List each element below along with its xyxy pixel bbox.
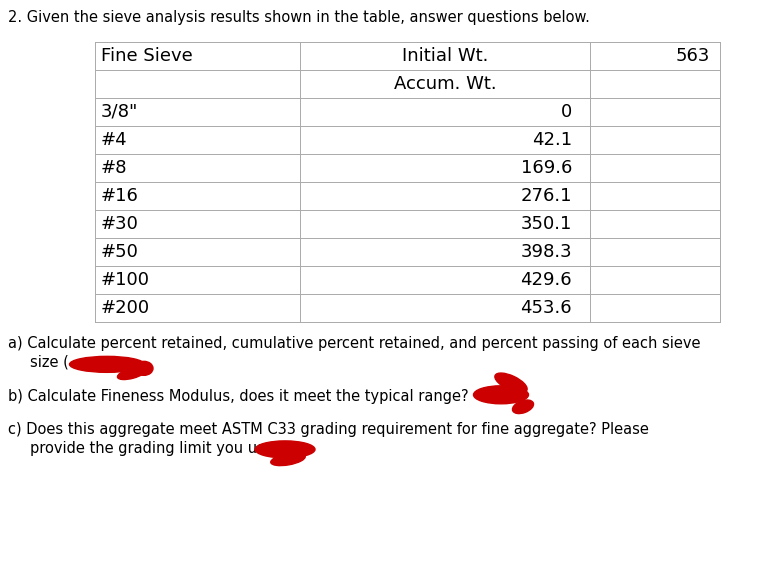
Text: #100: #100 [101,271,150,289]
Ellipse shape [473,386,529,404]
Text: #200: #200 [101,299,150,317]
Text: 453.6: 453.6 [520,299,572,317]
Text: #4: #4 [101,131,127,149]
Text: #30: #30 [101,215,139,233]
Text: 350.1: 350.1 [521,215,572,233]
Text: Accum. Wt.: Accum. Wt. [394,75,496,93]
Ellipse shape [255,441,315,458]
Text: size (: size ( [30,355,69,370]
Ellipse shape [495,373,527,392]
Text: #16: #16 [101,187,139,205]
Text: 563: 563 [676,47,710,65]
Ellipse shape [271,453,305,466]
Text: b) Calculate Fineness Modulus, does it meet the typical range?: b) Calculate Fineness Modulus, does it m… [8,388,469,404]
Text: 276.1: 276.1 [520,187,572,205]
Ellipse shape [135,361,153,376]
Text: Fine Sieve: Fine Sieve [101,47,193,65]
Text: 0: 0 [561,103,572,121]
Text: #50: #50 [101,243,139,261]
Text: c) Does this aggregate meet ASTM C33 grading requirement for fine aggregate? Ple: c) Does this aggregate meet ASTM C33 gra… [8,422,649,437]
Text: provide the grading limit you used. (: provide the grading limit you used. ( [30,441,298,456]
Ellipse shape [70,356,144,372]
Text: 429.6: 429.6 [520,271,572,289]
Text: 2. Given the sieve analysis results shown in the table, answer questions below.: 2. Given the sieve analysis results show… [8,10,590,25]
Text: a) Calculate percent retained, cumulative percent retained, and percent passing : a) Calculate percent retained, cumulativ… [8,336,701,351]
Ellipse shape [512,400,533,414]
Text: 3/8": 3/8" [101,103,138,121]
Ellipse shape [117,367,147,379]
Text: 169.6: 169.6 [521,159,572,177]
Text: Initial Wt.: Initial Wt. [401,47,488,65]
Text: 398.3: 398.3 [520,243,572,261]
Text: #8: #8 [101,159,127,177]
Text: 42.1: 42.1 [532,131,572,149]
